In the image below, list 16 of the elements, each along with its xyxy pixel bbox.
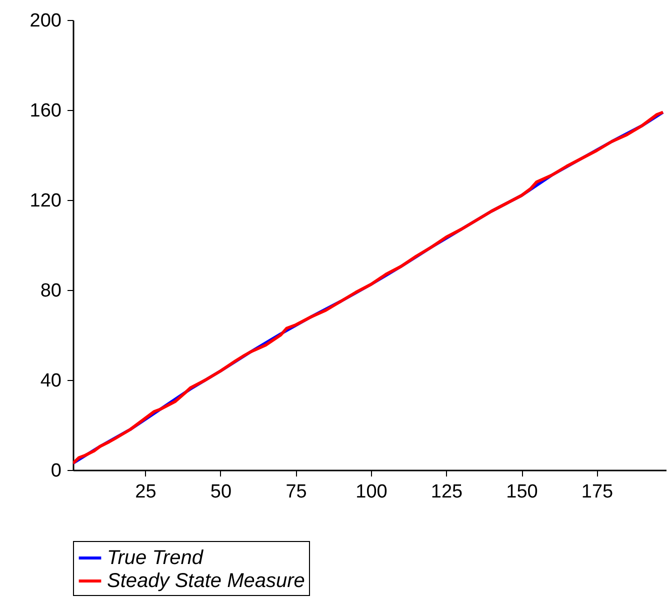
x-tick-label: 100 [356, 482, 388, 502]
line-series [73, 110, 664, 465]
legend-label: True Trend [107, 547, 204, 569]
x-tick-label: 150 [506, 482, 538, 502]
y-tick-label: 40 [40, 370, 62, 392]
y-tick-label: 200 [30, 10, 62, 32]
y-tick-label: 80 [40, 280, 62, 302]
x-tick-label: 125 [430, 482, 463, 502]
y-tick-label: 160 [30, 100, 62, 122]
legend-label: Steady State Measure [107, 570, 305, 592]
x-tick-label: 50 [210, 482, 232, 502]
x-tick-label: 25 [135, 482, 156, 502]
x-tick-label: 75 [286, 482, 307, 502]
x-tick-label: 175 [581, 482, 614, 502]
y-tick-label: 0 [50, 460, 62, 482]
y-tick-label: 120 [30, 190, 62, 212]
